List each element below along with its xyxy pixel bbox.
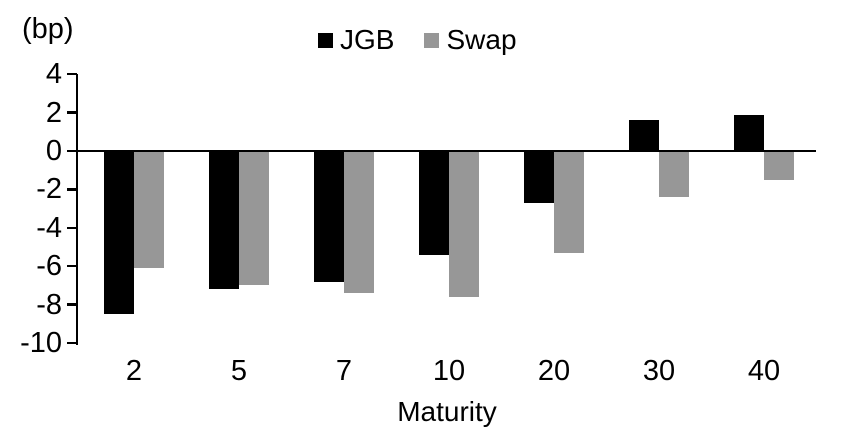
legend-item-jgb: JGB	[318, 25, 394, 55]
bar-swap-5	[239, 151, 269, 286]
x-tick-label-30: 30	[642, 355, 676, 387]
y-tick--10	[66, 341, 77, 345]
legend: JGB Swap	[318, 25, 517, 55]
y-axis-unit-label: (bp)	[22, 13, 74, 45]
bar-jgb-7	[314, 151, 344, 282]
x-tick-label-2: 2	[125, 355, 143, 387]
y-tick--4	[66, 226, 77, 230]
bar-jgb-2	[104, 151, 134, 315]
legend-label-jgb: JGB	[340, 24, 395, 55]
y-tick-label-4: 4	[45, 58, 62, 91]
y-tick-label-2: 2	[45, 96, 62, 129]
y-tick-label--10: -10	[20, 327, 62, 359]
y-tick--8	[66, 303, 77, 306]
y-tick-2	[66, 111, 77, 114]
jgb-swatch-icon	[318, 32, 333, 48]
x-tick-label-10: 10	[432, 355, 466, 387]
legend-item-swap: Swap	[424, 24, 517, 55]
y-tick-label--4: -4	[36, 211, 62, 244]
y-tick--2	[66, 188, 77, 191]
bar-swap-10	[449, 151, 479, 297]
bar-jgb-40	[734, 114, 764, 151]
swap-swatch-icon	[424, 32, 440, 48]
y-tick-label--2: -2	[36, 173, 62, 206]
bar-jgb-10	[419, 151, 449, 255]
x-axis-title: Maturity	[397, 396, 497, 427]
y-tick--6	[66, 264, 77, 268]
y-tick-0	[66, 149, 77, 153]
bar-swap-7	[344, 151, 374, 294]
legend-label-swap: Swap	[446, 24, 517, 55]
y-tick-label-0: 0	[45, 135, 62, 167]
y-tick-label--8: -8	[36, 288, 62, 321]
bar-jgb-30	[629, 120, 659, 151]
bar-jgb-5	[209, 151, 239, 290]
y-tick-label--6: -6	[36, 250, 62, 283]
bar-swap-2	[134, 151, 164, 269]
x-tick-label-5: 5	[230, 355, 248, 387]
x-axis-zero-line	[75, 149, 816, 153]
x-tick-label-7: 7	[335, 355, 353, 387]
x-tick-label-40: 40	[747, 355, 781, 387]
bar-swap-40	[764, 151, 794, 180]
y-tick-4	[66, 72, 77, 76]
x-tick-label-20: 20	[537, 355, 571, 387]
bar-swap-20	[554, 151, 584, 253]
bar-swap-30	[659, 151, 689, 198]
y-axis-line	[75, 74, 79, 345]
bar-jgb-20	[524, 151, 554, 203]
